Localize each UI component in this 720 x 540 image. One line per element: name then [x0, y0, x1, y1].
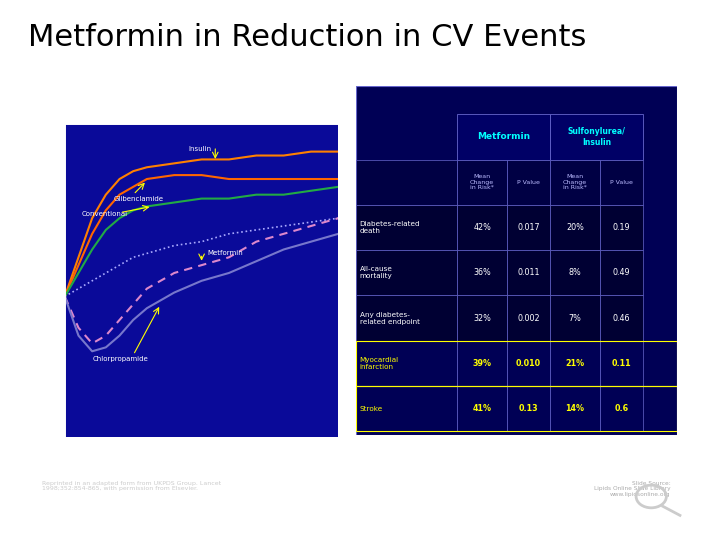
Text: UKPDS = United Kingdom Prospective
Diabetes Study: UKPDS = United Kingdom Prospective Diabe…: [42, 440, 214, 459]
Bar: [550, 205, 600, 250]
Bar: [507, 295, 550, 341]
Text: 36%: 36%: [473, 268, 491, 277]
Text: Metformin in Reduction in CV Events: Metformin in Reduction in CV Events: [28, 23, 587, 52]
Bar: [600, 159, 643, 205]
Bar: [457, 295, 507, 341]
Text: Slide Source:
Lipids Online Slide Library
www.lipidsonline.org: Slide Source: Lipids Online Slide Librar…: [594, 481, 670, 497]
Y-axis label: Hemoglobin A$_{1c}$: Hemoglobin A$_{1c}$: [35, 241, 49, 320]
Bar: [507, 250, 550, 295]
Bar: [457, 205, 507, 250]
Text: 0.19: 0.19: [613, 223, 630, 232]
Bar: [600, 295, 643, 341]
Text: Stroke: Stroke: [359, 406, 383, 411]
Text: Insulin: Insulin: [188, 146, 211, 152]
Bar: [600, 341, 643, 386]
Text: P Value: P Value: [517, 180, 540, 185]
Bar: [507, 341, 550, 386]
Text: Metformin: Metformin: [207, 251, 243, 256]
Text: Mean
Change
in Risk*: Mean Change in Risk*: [470, 174, 494, 191]
Text: 0.002: 0.002: [517, 314, 540, 322]
Text: Any diabetes-
related endpoint: Any diabetes- related endpoint: [359, 312, 420, 325]
Bar: [550, 250, 600, 295]
Bar: [457, 250, 507, 295]
Text: UKPDS: Metformin Is Associated With a: UKPDS: Metformin Is Associated With a: [49, 78, 312, 91]
Text: Metformin: Metformin: [477, 132, 531, 141]
Bar: [600, 386, 643, 431]
Text: 0.011: 0.011: [518, 268, 540, 277]
Text: 8%: 8%: [569, 268, 582, 277]
Text: 0.6: 0.6: [614, 404, 629, 413]
Bar: [550, 295, 600, 341]
Bar: [457, 386, 507, 431]
Text: All-cause
mortality: All-cause mortality: [359, 266, 392, 279]
Text: 39%: 39%: [472, 359, 492, 368]
Text: 21%: 21%: [565, 359, 585, 368]
Text: Myocardial
infarction: Myocardial infarction: [359, 357, 399, 370]
Bar: [457, 341, 507, 386]
Text: 0.017: 0.017: [517, 223, 540, 232]
Bar: [356, 341, 457, 386]
Text: Sulfonylurea/
Insulin: Sulfonylurea/ Insulin: [568, 127, 626, 146]
Bar: [356, 250, 457, 295]
Text: 14%: 14%: [566, 404, 585, 413]
Bar: [356, 295, 457, 341]
Bar: [356, 341, 677, 386]
Bar: [356, 205, 457, 250]
Text: Reduction in Cardiovascular Events: Reduction in Cardiovascular Events: [49, 114, 284, 127]
Text: * Compared with conventional therapy based on
diet/exercise in overweight patien: * Compared with conventional therapy bas…: [430, 442, 600, 455]
X-axis label: Years: Years: [188, 455, 215, 465]
Bar: [507, 386, 550, 431]
Text: 0.49: 0.49: [613, 268, 630, 277]
Bar: [356, 386, 677, 431]
Text: Chlorpropamide: Chlorpropamide: [92, 356, 148, 362]
Text: Reprinted in an adapted form from UKPDS Group. Lancet
1998;352:854-865, with per: Reprinted in an adapted form from UKPDS …: [42, 481, 221, 491]
Text: Mean
Change
in Risk*: Mean Change in Risk*: [563, 174, 587, 191]
Bar: [550, 114, 643, 159]
Text: 20%: 20%: [566, 223, 584, 232]
Text: 0.46: 0.46: [613, 314, 630, 322]
Bar: [356, 159, 457, 205]
Bar: [507, 159, 550, 205]
Text: 0.010: 0.010: [516, 359, 541, 368]
Text: 7%: 7%: [569, 314, 582, 322]
Text: 0.13: 0.13: [519, 404, 539, 413]
Bar: [600, 250, 643, 295]
Bar: [600, 205, 643, 250]
Text: 32%: 32%: [473, 314, 491, 322]
Bar: [507, 205, 550, 250]
Text: P Value: P Value: [610, 180, 633, 185]
Bar: [550, 159, 600, 205]
Text: Glibenclamide: Glibenclamide: [114, 195, 164, 201]
Text: Conventional: Conventional: [81, 211, 127, 217]
Bar: [457, 159, 507, 205]
Bar: [457, 114, 550, 159]
Text: 41%: 41%: [472, 404, 492, 413]
Text: Diabetes-related
death: Diabetes-related death: [359, 221, 420, 234]
Bar: [550, 386, 600, 431]
Text: 0.11: 0.11: [612, 359, 631, 368]
Bar: [550, 341, 600, 386]
Bar: [356, 386, 457, 431]
Text: 42%: 42%: [473, 223, 491, 232]
